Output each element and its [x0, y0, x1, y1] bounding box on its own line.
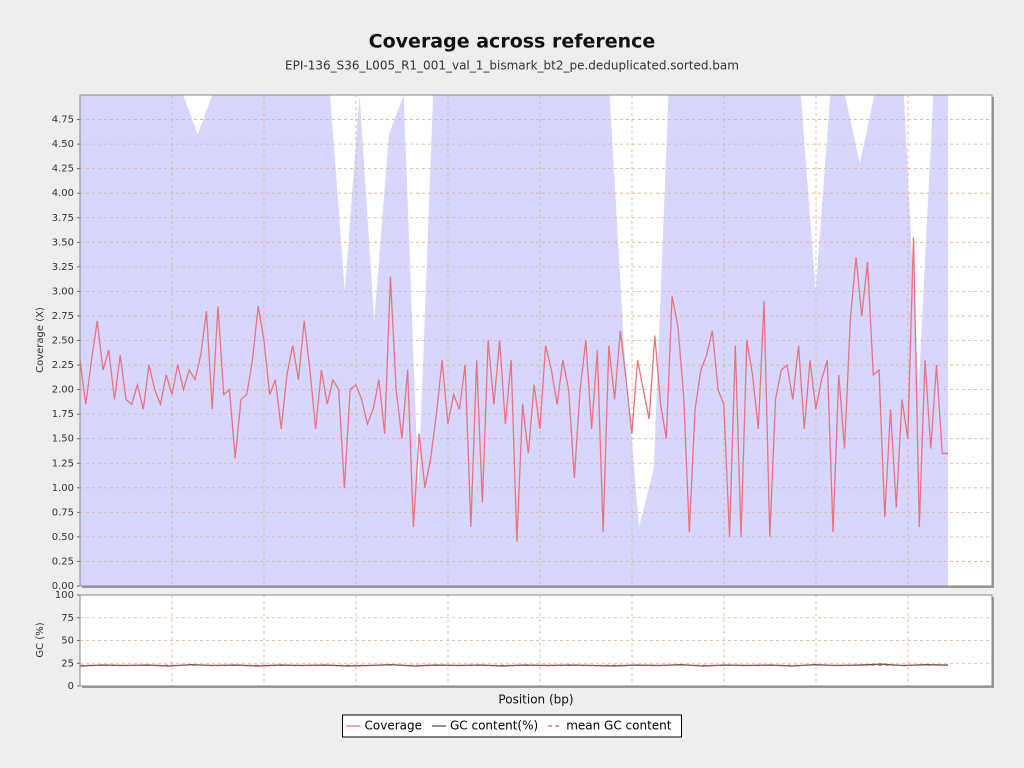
y-tick-label: 4.25: [52, 164, 74, 175]
y-tick-label: 0.00: [52, 581, 74, 592]
y-tick-label: 4.00: [52, 188, 74, 199]
y-tick-label: 1.25: [52, 458, 74, 469]
legend-label: Coverage: [365, 719, 423, 733]
legend-box: [342, 714, 682, 738]
y-tick-label: 0.75: [52, 507, 74, 518]
y-tick-label: 1.75: [52, 409, 74, 420]
y-tick-label: 75: [61, 613, 74, 624]
chart-subtitle: EPI-136_S36_L005_R1_001_val_1_bismark_bt…: [285, 59, 739, 73]
y-tick-label: 0.50: [52, 532, 74, 543]
y-tick-label: 0.25: [52, 556, 74, 567]
y-tick-label: 3.25: [52, 262, 74, 273]
legend-label: GC content(%): [450, 719, 538, 733]
plot-border: [79, 94, 993, 587]
plot-border: [79, 594, 993, 687]
y-tick-label: 2.50: [52, 336, 74, 347]
y-tick-label: 2.75: [52, 311, 74, 322]
y-tick-label: 4.50: [52, 139, 74, 150]
y-tick-label: 3.75: [52, 213, 74, 224]
y-tick-label: 1.50: [52, 434, 74, 445]
y-tick-label: 50: [61, 636, 74, 647]
y-axis-label: GC (%): [35, 622, 46, 657]
y-axis-label: Coverage (X): [35, 307, 46, 373]
y-tick-label: 2.00: [52, 385, 74, 396]
y-tick-label: 100: [55, 590, 74, 601]
y-tick-label: 3.00: [52, 286, 74, 297]
series-line: [79, 237, 948, 542]
y-tick-label: 2.25: [52, 360, 74, 371]
y-tick-label: 25: [61, 658, 74, 669]
y-tick-label: 1.00: [52, 483, 74, 494]
legend: Coverage GC content(%) mean GC content: [342, 714, 682, 738]
y-tick-label: 0: [68, 681, 74, 692]
x-axis-label: Position (bp): [498, 693, 573, 707]
chart-title: Coverage across reference: [369, 31, 656, 53]
legend-label: mean GC content: [566, 719, 672, 733]
y-tick-label: 3.50: [52, 237, 74, 248]
y-tick-label: 4.75: [52, 115, 74, 126]
